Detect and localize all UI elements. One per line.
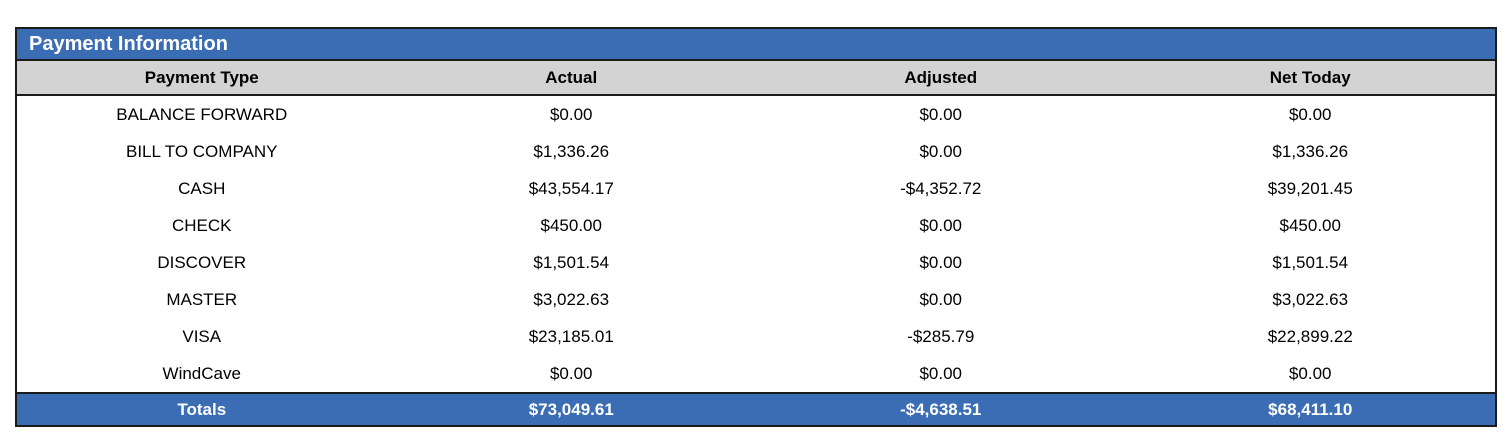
table-row: WindCave $0.00 $0.00 $0.00 [17, 355, 1495, 392]
payment-type-cell: WindCave [162, 363, 241, 383]
adjusted-cell: -$4,352.72 [900, 178, 982, 198]
table-row: CHECK $450.00 $0.00 $450.00 [17, 207, 1495, 244]
adjusted-cell: $0.00 [919, 289, 963, 309]
net-today-cell: $3,022.63 [1272, 289, 1349, 309]
payment-type-cell: DISCOVER [157, 252, 247, 272]
adjusted-cell: -$285.79 [907, 326, 975, 346]
net-today-cell: $39,201.45 [1267, 178, 1353, 198]
net-today-cell: $1,336.26 [1272, 141, 1349, 161]
totals-actual: $73,049.61 [528, 399, 614, 419]
actual-cell: $1,501.54 [533, 252, 610, 272]
actual-cell: $0.00 [549, 363, 593, 383]
actual-cell: $450.00 [540, 215, 602, 235]
table-row: DISCOVER $1,501.54 $0.00 $1,501.54 [17, 244, 1495, 281]
table-row: BILL TO COMPANY $1,336.26 $0.00 $1,336.2… [17, 133, 1495, 170]
column-header-row: Payment Type Actual Adjusted Net Today [17, 61, 1495, 96]
column-header-net-today: Net Today [1269, 67, 1351, 87]
adjusted-cell: $0.00 [919, 104, 963, 124]
adjusted-cell: $0.00 [919, 141, 963, 161]
actual-cell: $43,554.17 [528, 178, 614, 198]
table-row: CASH $43,554.17 -$4,352.72 $39,201.45 [17, 170, 1495, 207]
payment-type-cell: CHECK [171, 215, 232, 235]
column-header-adjusted: Adjusted [904, 67, 978, 87]
payment-type-cell: CASH [178, 178, 226, 198]
adjusted-cell: $0.00 [919, 252, 963, 272]
net-today-cell: $22,899.22 [1267, 326, 1353, 346]
payment-type-cell: BALANCE FORWARD [116, 104, 288, 124]
actual-cell: $0.00 [549, 104, 593, 124]
table-row: VISA $23,185.01 -$285.79 $22,899.22 [17, 318, 1495, 355]
adjusted-cell: $0.00 [919, 363, 963, 383]
actual-cell: $23,185.01 [528, 326, 614, 346]
payment-type-cell: BILL TO COMPANY [126, 141, 278, 161]
payment-information-panel: Payment Information Payment Type Actual … [15, 27, 1497, 427]
payment-type-cell: VISA [182, 326, 222, 346]
payment-type-cell: MASTER [166, 289, 238, 309]
totals-label: Totals [177, 399, 227, 419]
adjusted-cell: $0.00 [919, 215, 963, 235]
table-row: MASTER $3,022.63 $0.00 $3,022.63 [17, 281, 1495, 318]
column-header-payment-type: Payment Type [144, 67, 259, 87]
net-today-cell: $0.00 [1288, 363, 1332, 383]
totals-net-today: $68,411.10 [1268, 399, 1353, 419]
column-header-actual: Actual [545, 67, 598, 87]
net-today-cell: $0.00 [1288, 104, 1332, 124]
totals-adjusted: -$4,638.51 [900, 399, 982, 419]
net-today-cell: $1,501.54 [1272, 252, 1349, 272]
actual-cell: $3,022.63 [533, 289, 610, 309]
panel-title: Payment Information [17, 29, 1495, 61]
totals-row: Totals $73,049.61 -$4,638.51 $68,411.10 [17, 392, 1495, 425]
table-row: BALANCE FORWARD $0.00 $0.00 $0.00 [17, 96, 1495, 133]
net-today-cell: $450.00 [1279, 215, 1341, 235]
actual-cell: $1,336.26 [533, 141, 610, 161]
